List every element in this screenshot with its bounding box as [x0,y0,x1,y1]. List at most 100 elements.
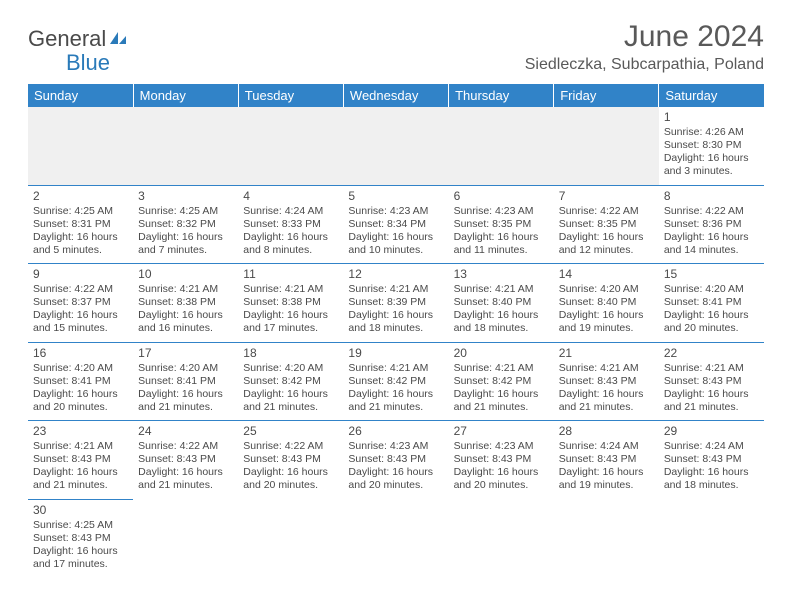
calendar-week-row: 1Sunrise: 4:26 AMSunset: 8:30 PMDaylight… [28,107,764,185]
calendar-day-cell [554,499,659,577]
day-info: Sunrise: 4:23 AMSunset: 8:43 PMDaylight:… [348,440,443,493]
day-number: 28 [559,424,654,439]
day-info: Sunrise: 4:20 AMSunset: 8:42 PMDaylight:… [243,362,338,415]
day-number: 7 [559,189,654,204]
calendar-table: SundayMondayTuesdayWednesdayThursdayFrid… [28,84,764,577]
day-number: 26 [348,424,443,439]
day-number: 18 [243,346,338,361]
calendar-day-cell: 16Sunrise: 4:20 AMSunset: 8:41 PMDayligh… [28,342,133,421]
calendar-day-cell: 24Sunrise: 4:22 AMSunset: 8:43 PMDayligh… [133,421,238,500]
day-info: Sunrise: 4:25 AMSunset: 8:43 PMDaylight:… [33,519,128,572]
day-number: 13 [454,267,549,282]
calendar-day-cell: 26Sunrise: 4:23 AMSunset: 8:43 PMDayligh… [343,421,448,500]
weekday-header: Wednesday [343,84,448,107]
calendar-day-cell [133,499,238,577]
calendar-day-cell: 15Sunrise: 4:20 AMSunset: 8:41 PMDayligh… [659,264,764,343]
calendar-day-cell: 9Sunrise: 4:22 AMSunset: 8:37 PMDaylight… [28,264,133,343]
day-info: Sunrise: 4:24 AMSunset: 8:33 PMDaylight:… [243,205,338,258]
calendar-day-cell [343,107,448,185]
logo-text: GeneralBlue [28,28,128,74]
day-number: 29 [664,424,759,439]
day-number: 3 [138,189,233,204]
calendar-day-cell: 29Sunrise: 4:24 AMSunset: 8:43 PMDayligh… [659,421,764,500]
day-info: Sunrise: 4:24 AMSunset: 8:43 PMDaylight:… [664,440,759,493]
day-number: 1 [664,110,759,125]
calendar-day-cell: 27Sunrise: 4:23 AMSunset: 8:43 PMDayligh… [449,421,554,500]
calendar-week-row: 30Sunrise: 4:25 AMSunset: 8:43 PMDayligh… [28,499,764,577]
calendar-day-cell: 10Sunrise: 4:21 AMSunset: 8:38 PMDayligh… [133,264,238,343]
calendar-week-row: 9Sunrise: 4:22 AMSunset: 8:37 PMDaylight… [28,264,764,343]
weekday-header: Friday [554,84,659,107]
day-info: Sunrise: 4:26 AMSunset: 8:30 PMDaylight:… [664,126,759,179]
day-number: 8 [664,189,759,204]
day-number: 4 [243,189,338,204]
calendar-day-cell: 12Sunrise: 4:21 AMSunset: 8:39 PMDayligh… [343,264,448,343]
day-number: 25 [243,424,338,439]
calendar-day-cell: 18Sunrise: 4:20 AMSunset: 8:42 PMDayligh… [238,342,343,421]
day-info: Sunrise: 4:24 AMSunset: 8:43 PMDaylight:… [559,440,654,493]
day-info: Sunrise: 4:25 AMSunset: 8:32 PMDaylight:… [138,205,233,258]
logo-text-blue: Blue [66,52,110,74]
calendar-day-cell: 4Sunrise: 4:24 AMSunset: 8:33 PMDaylight… [238,185,343,264]
calendar-day-cell: 8Sunrise: 4:22 AMSunset: 8:36 PMDaylight… [659,185,764,264]
day-info: Sunrise: 4:21 AMSunset: 8:38 PMDaylight:… [243,283,338,336]
calendar-page: GeneralBlue June 2024 Siedleczka, Subcar… [0,0,792,597]
calendar-body: 1Sunrise: 4:26 AMSunset: 8:30 PMDaylight… [28,107,764,577]
calendar-day-cell: 19Sunrise: 4:21 AMSunset: 8:42 PMDayligh… [343,342,448,421]
calendar-day-cell: 5Sunrise: 4:23 AMSunset: 8:34 PMDaylight… [343,185,448,264]
day-number: 5 [348,189,443,204]
weekday-header-row: SundayMondayTuesdayWednesdayThursdayFrid… [28,84,764,107]
day-info: Sunrise: 4:20 AMSunset: 8:41 PMDaylight:… [33,362,128,415]
day-info: Sunrise: 4:21 AMSunset: 8:42 PMDaylight:… [454,362,549,415]
calendar-day-cell: 30Sunrise: 4:25 AMSunset: 8:43 PMDayligh… [28,499,133,577]
day-number: 19 [348,346,443,361]
calendar-day-cell: 28Sunrise: 4:24 AMSunset: 8:43 PMDayligh… [554,421,659,500]
calendar-day-cell: 20Sunrise: 4:21 AMSunset: 8:42 PMDayligh… [449,342,554,421]
day-number: 21 [559,346,654,361]
day-number: 22 [664,346,759,361]
sail-icon [108,28,128,50]
day-info: Sunrise: 4:21 AMSunset: 8:43 PMDaylight:… [559,362,654,415]
day-info: Sunrise: 4:22 AMSunset: 8:37 PMDaylight:… [33,283,128,336]
calendar-day-cell [449,107,554,185]
day-number: 12 [348,267,443,282]
logo-text-general: General [28,26,106,51]
day-info: Sunrise: 4:21 AMSunset: 8:40 PMDaylight:… [454,283,549,336]
calendar-day-cell: 21Sunrise: 4:21 AMSunset: 8:43 PMDayligh… [554,342,659,421]
day-info: Sunrise: 4:20 AMSunset: 8:41 PMDaylight:… [138,362,233,415]
calendar-day-cell: 2Sunrise: 4:25 AMSunset: 8:31 PMDaylight… [28,185,133,264]
day-info: Sunrise: 4:23 AMSunset: 8:34 PMDaylight:… [348,205,443,258]
day-number: 23 [33,424,128,439]
calendar-day-cell [238,499,343,577]
calendar-day-cell: 6Sunrise: 4:23 AMSunset: 8:35 PMDaylight… [449,185,554,264]
calendar-day-cell: 25Sunrise: 4:22 AMSunset: 8:43 PMDayligh… [238,421,343,500]
logo: GeneralBlue [28,28,128,74]
day-info: Sunrise: 4:20 AMSunset: 8:41 PMDaylight:… [664,283,759,336]
day-info: Sunrise: 4:22 AMSunset: 8:43 PMDaylight:… [138,440,233,493]
calendar-week-row: 16Sunrise: 4:20 AMSunset: 8:41 PMDayligh… [28,342,764,421]
calendar-day-cell [449,499,554,577]
calendar-day-cell [659,499,764,577]
day-number: 15 [664,267,759,282]
calendar-day-cell [554,107,659,185]
title-block: June 2024 Siedleczka, Subcarpathia, Pola… [525,20,764,74]
weekday-header: Saturday [659,84,764,107]
calendar-week-row: 2Sunrise: 4:25 AMSunset: 8:31 PMDaylight… [28,185,764,264]
day-info: Sunrise: 4:22 AMSunset: 8:36 PMDaylight:… [664,205,759,258]
calendar-day-cell: 7Sunrise: 4:22 AMSunset: 8:35 PMDaylight… [554,185,659,264]
calendar-day-cell [133,107,238,185]
day-info: Sunrise: 4:21 AMSunset: 8:38 PMDaylight:… [138,283,233,336]
day-number: 30 [33,503,128,518]
day-number: 17 [138,346,233,361]
location-text: Siedleczka, Subcarpathia, Poland [525,56,764,74]
day-info: Sunrise: 4:23 AMSunset: 8:43 PMDaylight:… [454,440,549,493]
day-number: 24 [138,424,233,439]
calendar-day-cell [28,107,133,185]
calendar-day-cell: 17Sunrise: 4:20 AMSunset: 8:41 PMDayligh… [133,342,238,421]
day-number: 6 [454,189,549,204]
weekday-header: Tuesday [238,84,343,107]
weekday-header: Thursday [449,84,554,107]
day-number: 2 [33,189,128,204]
month-title: June 2024 [525,20,764,54]
page-header: GeneralBlue June 2024 Siedleczka, Subcar… [28,20,764,74]
